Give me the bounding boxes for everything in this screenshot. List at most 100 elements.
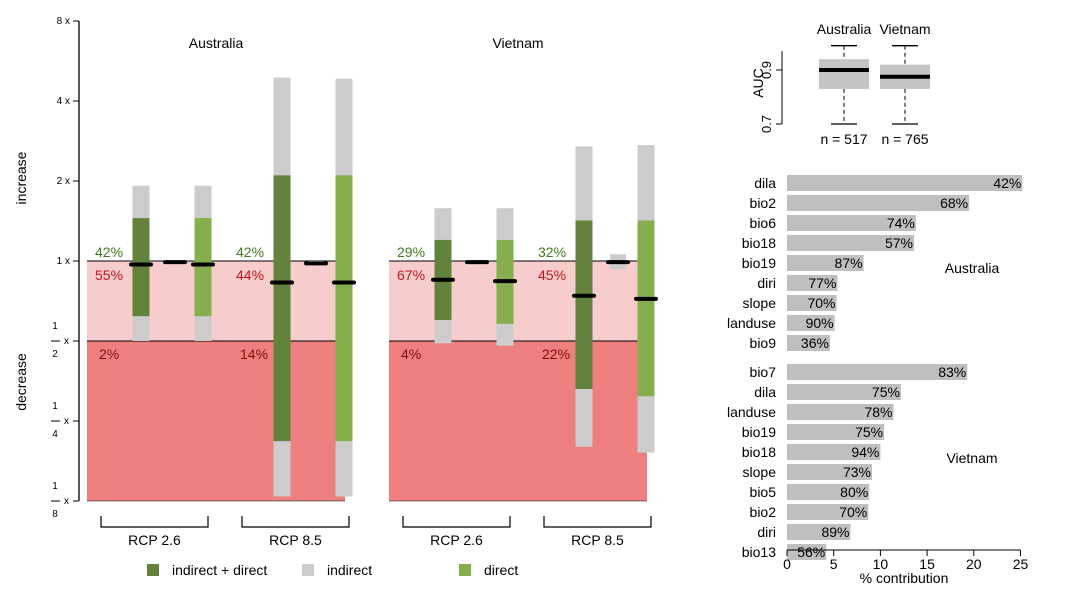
pct-halved-label: 2% [99, 346, 119, 362]
contribution-pct-label: 94% [851, 444, 879, 460]
variable-label: bio18 [742, 235, 776, 251]
group-label: Vietnam [946, 450, 997, 466]
scenario-label: RCP 2.6 [430, 532, 483, 548]
decrease-band [389, 261, 647, 341]
y-tick-label: 8 x [57, 16, 70, 27]
pct-halved-label: 14% [240, 346, 268, 362]
side-labels: increase decrease [13, 151, 29, 410]
auc-category-label: Vietnam [879, 21, 930, 37]
contribution-axis-label: % contribution [860, 570, 949, 586]
variable-label: dila [754, 175, 776, 191]
variable-label: bio5 [750, 484, 777, 500]
y-tick-x: x [64, 336, 69, 347]
contribution-pct-label: 70% [839, 504, 867, 520]
legend-label: direct [484, 562, 518, 578]
indirect-direct-bar [575, 220, 593, 389]
contribution-pct-label: 80% [840, 484, 868, 500]
scenario-bracket [402, 516, 511, 528]
y-tick-label: 2 x [57, 176, 70, 187]
legend-swatch [459, 564, 471, 576]
contribution-pct-label: 87% [835, 255, 863, 271]
contribution-pct-label: 36% [801, 335, 829, 351]
variable-label: bio2 [750, 195, 777, 211]
contribution-pct-label: 57% [885, 235, 913, 251]
direct-bar [335, 175, 353, 442]
contribution-bar [787, 175, 1023, 191]
variable-label: bio7 [750, 364, 777, 380]
contribution-pct-label: 42% [993, 175, 1021, 191]
variable-label: landuse [727, 315, 776, 331]
legend: indirect + direct indirect direct [147, 562, 518, 578]
contribution-bar [787, 195, 970, 211]
auc-boxplot: AUC 0.7 0.9 Australia n = 517 Vietnam n = 765 [750, 21, 931, 147]
pct-increase-label: 32% [538, 244, 566, 260]
contribution-tick-label: 5 [830, 556, 838, 572]
y-tick-denominator: 8 [52, 509, 58, 520]
scenario-label: RCP 8.5 [269, 532, 322, 548]
contribution-bar [787, 215, 916, 231]
scenario-bracket [241, 516, 350, 528]
pct-decrease-label: 45% [538, 267, 566, 283]
auc-tick-label: 0.9 [759, 61, 774, 79]
contribution-pct-label: 56% [797, 544, 825, 560]
variable-label: dila [754, 384, 776, 400]
variable-label: bio19 [742, 424, 776, 440]
variable-label: slope [743, 464, 777, 480]
y-tick-label: 1 x [57, 256, 70, 267]
auc-category-label: Australia [817, 21, 872, 37]
y-tick-denominator: 2 [52, 349, 58, 360]
scenario-bracket [543, 516, 652, 528]
contribution-pct-label: 70% [807, 295, 835, 311]
pct-decrease-label: 55% [95, 267, 123, 283]
contribution-bar [787, 524, 851, 540]
legend-swatch [302, 564, 314, 576]
contribution-tick-label: 10 [873, 556, 889, 572]
pct-increase-label: 29% [397, 244, 425, 260]
contribution-pct-label: 90% [806, 315, 834, 331]
auc-axis-label: AUC [750, 68, 766, 98]
pct-increase-label: 42% [95, 244, 123, 260]
variable-label: bio18 [742, 444, 776, 460]
contribution-tick-label: 0 [783, 556, 791, 572]
y-tick-label: 4 x [57, 96, 70, 107]
scenario-label: RCP 8.5 [571, 532, 624, 548]
panel-title: Australia [189, 35, 244, 51]
pct-increase-label: 42% [236, 244, 264, 260]
variable-label: bio9 [750, 335, 777, 351]
y-tick-numerator: 1 [52, 321, 58, 332]
contribution-bar [787, 335, 830, 351]
group-label: Australia [945, 260, 1000, 276]
contribution-bar [787, 315, 835, 331]
auc-count-label: n = 517 [820, 131, 867, 147]
contribution-tick-label: 15 [919, 556, 935, 572]
scenario-bracket [100, 516, 209, 528]
contribution-bar [787, 255, 864, 271]
y-tick-x: x [64, 416, 69, 427]
contribution-bar [787, 364, 968, 380]
range-change-chart: 8 x4 x2 x1 x1x21x41x8Australia42%55%2%RC… [51, 16, 658, 548]
indirect-direct-bar [132, 218, 150, 317]
halved-band [87, 341, 345, 501]
scenario-label: RCP 2.6 [128, 532, 181, 548]
pct-decrease-label: 44% [236, 267, 264, 283]
variable-label: bio2 [750, 504, 777, 520]
decrease-band [87, 261, 345, 341]
halved-band [389, 341, 647, 501]
y-tick-x: x [64, 496, 69, 507]
pct-decrease-label: 67% [397, 267, 425, 283]
contribution-pct-label: 77% [808, 275, 836, 291]
contribution-bar [787, 295, 837, 311]
contribution-bar [787, 464, 872, 480]
contribution-bar [787, 444, 881, 460]
y-tick-denominator: 4 [52, 429, 58, 440]
legend-label: indirect + direct [172, 562, 267, 578]
contribution-bar [787, 404, 894, 420]
panel-title: Vietnam [492, 35, 543, 51]
variable-label: bio6 [750, 215, 777, 231]
legend-swatch [147, 564, 159, 576]
contribution-pct-label: 68% [940, 195, 968, 211]
contribution-pct-label: 83% [938, 364, 966, 380]
contribution-bar [787, 235, 915, 251]
contribution-pct-label: 73% [843, 464, 871, 480]
